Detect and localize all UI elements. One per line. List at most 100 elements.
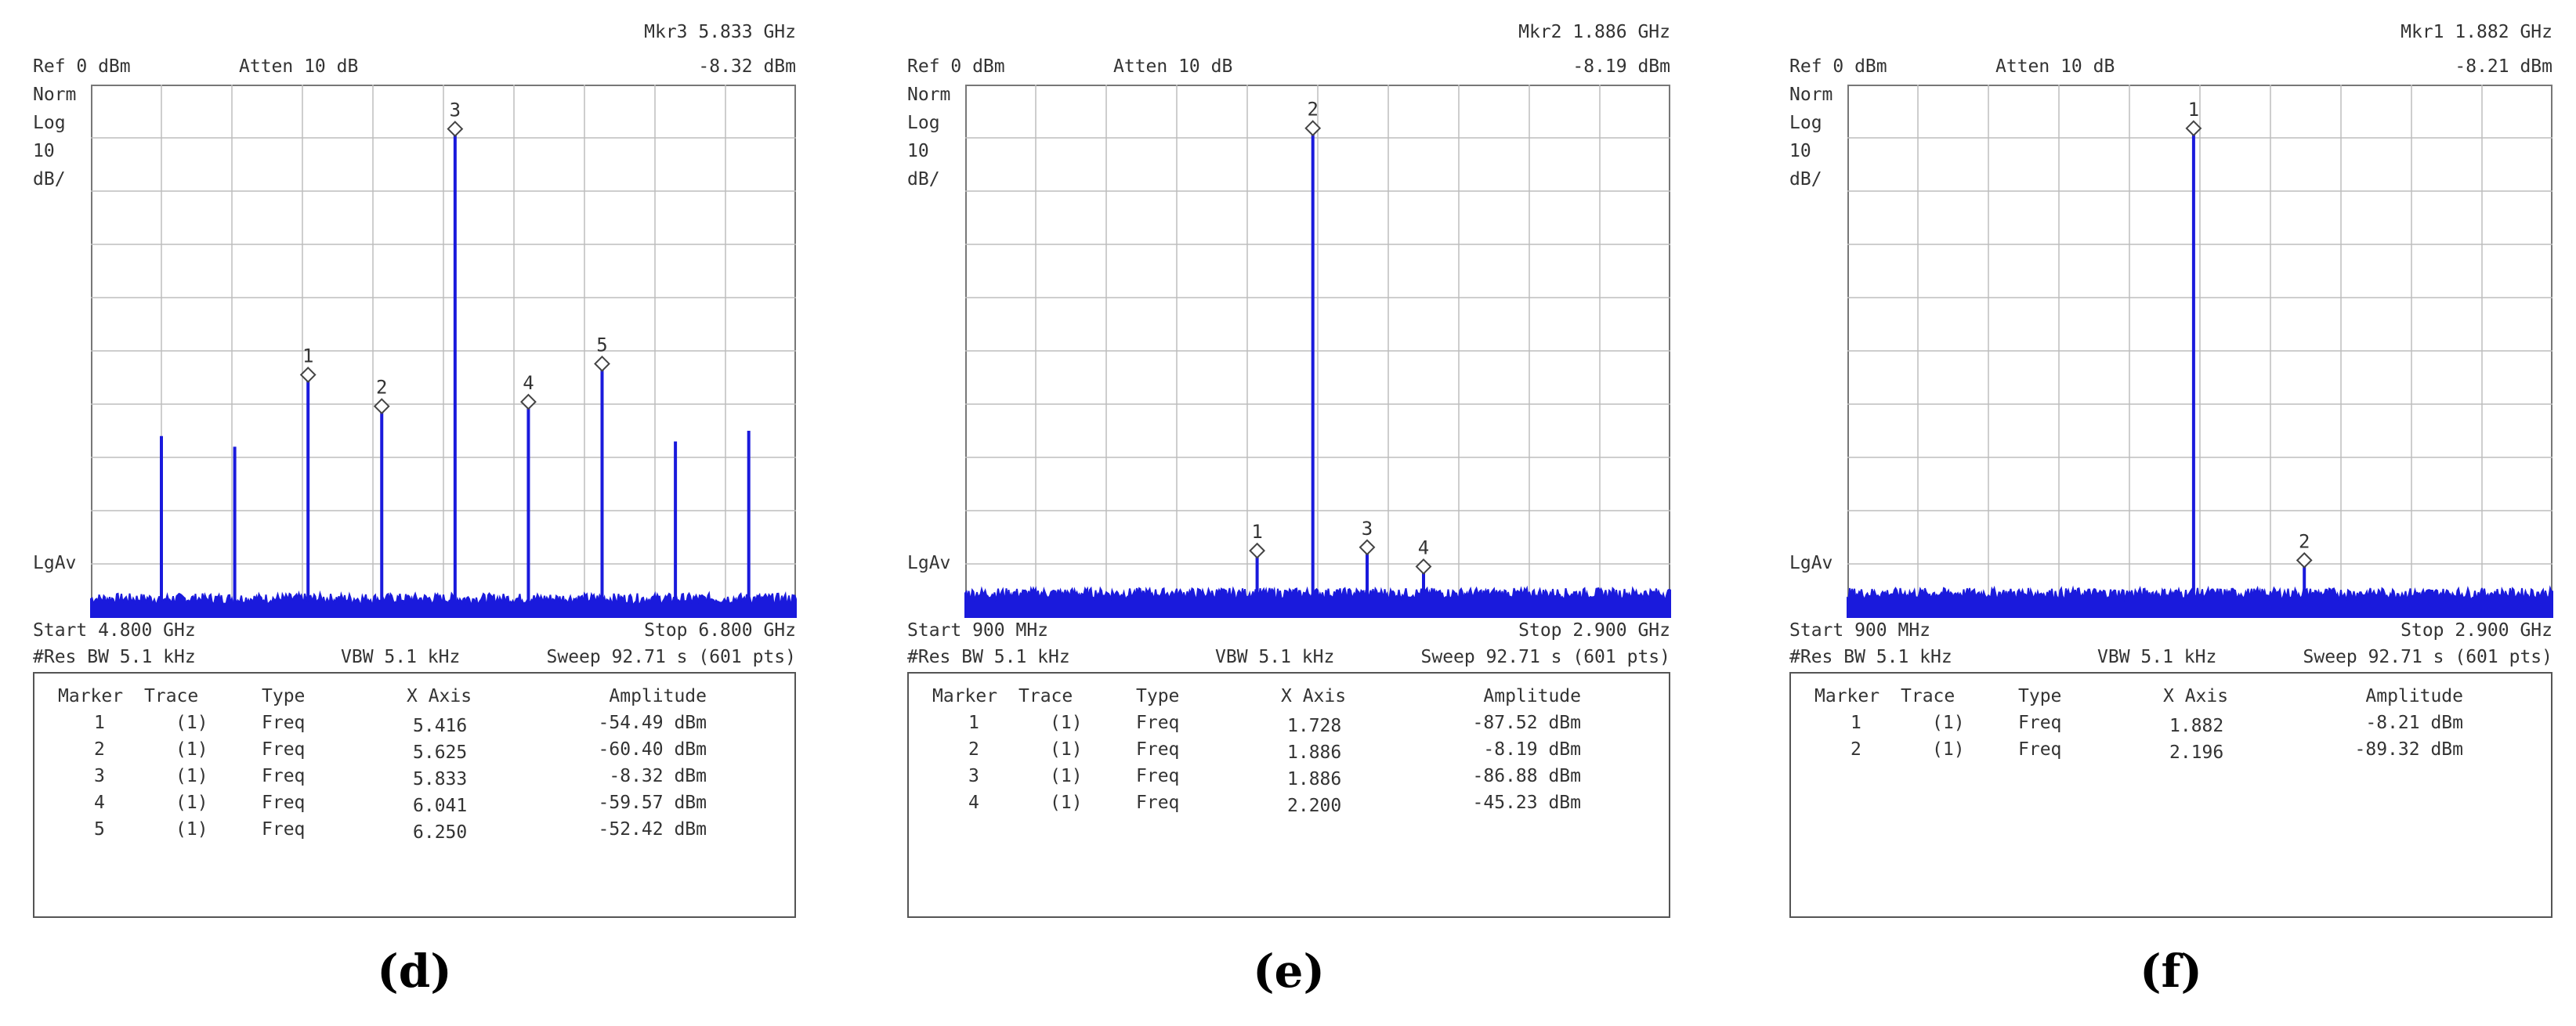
figure-caption: (e)	[1253, 945, 1325, 998]
marker-label: 3	[1362, 518, 1373, 540]
table-cell: 1	[968, 713, 979, 733]
table-cell: 4	[94, 793, 105, 813]
table-cell: 5	[94, 819, 105, 840]
table-cell: -45.23 dBm	[1472, 793, 1581, 813]
table-cell: (1)	[1932, 713, 1965, 733]
table-cell: 4	[968, 793, 979, 813]
attenuation: Atten 10 dB	[1113, 56, 1233, 77]
reference-level: Ref 0 dBm	[907, 56, 1005, 77]
figure-caption: (d)	[377, 945, 452, 998]
marker-readout: Mkr3 5.833 GHz	[644, 22, 796, 42]
table-cell: 3	[968, 766, 979, 786]
table-cell: Freq	[262, 713, 306, 733]
marker-diamond	[594, 356, 610, 372]
marker-amplitude: -8.32 dBm	[698, 56, 796, 77]
table-cell: (1)	[175, 713, 208, 733]
table-cell: 5.833	[413, 769, 468, 789]
resolution-bandwidth: #Res BW 5.1 kHz	[33, 647, 196, 667]
video-bandwidth: VBW 5.1 kHz	[341, 647, 461, 667]
table-cell: (1)	[175, 766, 208, 786]
table-cell: 6.250	[413, 822, 468, 843]
spectrum-plot: 1 2 3 4 5	[90, 85, 797, 618]
table-header: X Axis	[407, 686, 472, 706]
table-cell: Freq	[2018, 713, 2062, 733]
table-header: Trace	[1901, 686, 1956, 706]
table-header: X Axis	[2163, 686, 2229, 706]
start-frequency: Start 4.800 GHz	[33, 620, 196, 641]
table-cell: 5.416	[413, 716, 468, 736]
detector-label: LgAv	[907, 553, 951, 573]
reference-level: Ref 0 dBm	[33, 56, 131, 77]
table-header: X Axis	[1281, 686, 1347, 706]
resolution-bandwidth: #Res BW 5.1 kHz	[1789, 647, 1952, 667]
marker-table: Marker Trace Type X Axis Amplitude 1 (1) Freq 5.…	[33, 672, 796, 918]
video-bandwidth: VBW 5.1 kHz	[1215, 647, 1335, 667]
marker-diamond	[1304, 120, 1322, 137]
marker-table: Marker Trace Type X Axis Amplitude 1 (1) Freq 1.…	[907, 672, 1670, 918]
marker-diamond	[520, 393, 537, 410]
table-cell: (1)	[1050, 713, 1083, 733]
spectrum-panel-e: Mkr2 1.886 GHz Ref 0 dBm Atten 10 dB -8.19 …	[906, 0, 1689, 1026]
table-cell: 1	[94, 713, 105, 733]
marker-diamond	[447, 121, 464, 137]
sweep-time: Sweep 92.71 s (601 pts)	[2303, 647, 2553, 667]
detector-label: LgAv	[1789, 553, 1833, 573]
spectrum-panel-d: Mkr3 5.833 GHz Ref 0 dBm Atten 10 dB -8.32 …	[31, 0, 815, 1026]
marker-label: 1	[2188, 99, 2199, 121]
marker-table: Marker Trace Type X Axis Amplitude 1 (1) Freq 1.…	[1789, 672, 2552, 918]
table-cell: 2	[94, 739, 105, 760]
table-cell: Freq	[1136, 793, 1180, 813]
figure-caption: (f)	[2140, 945, 2202, 998]
table-header: Marker	[1814, 686, 1880, 706]
marker-label: 2	[2299, 530, 2310, 552]
scale-label: 10	[1789, 141, 1811, 161]
table-header: Type	[262, 686, 306, 706]
table-cell: -60.40 dBm	[598, 739, 707, 760]
table-cell: Freq	[1136, 766, 1180, 786]
sweep-time: Sweep 92.71 s (601 pts)	[1420, 647, 1671, 667]
table-cell: 1	[1851, 713, 1861, 733]
detector-label: LgAv	[33, 553, 77, 573]
noise-floor-trace	[964, 585, 1671, 618]
scale-label: dB/	[33, 169, 66, 190]
scale-label: Log	[907, 113, 940, 133]
table-cell: -8.21 dBm	[2365, 713, 2463, 733]
table-cell: 2	[1851, 739, 1861, 760]
table-cell: (1)	[175, 739, 208, 760]
table-cell: (1)	[175, 793, 208, 813]
marker-label: 4	[1418, 536, 1429, 558]
scale-label: dB/	[907, 169, 940, 190]
start-frequency: Start 900 MHz	[907, 620, 1049, 641]
table-cell: -59.57 dBm	[598, 793, 707, 813]
table-header: Amplitude	[1483, 686, 1581, 706]
table-cell: Freq	[262, 819, 306, 840]
table-cell: -54.49 dBm	[598, 713, 707, 733]
table-cell: 6.041	[413, 796, 468, 816]
table-cell: 1.886	[1287, 769, 1342, 789]
table-header: Trace	[144, 686, 199, 706]
table-cell: (1)	[175, 819, 208, 840]
start-frequency: Start 900 MHz	[1789, 620, 1931, 641]
table-cell: 3	[94, 766, 105, 786]
marker-label: 2	[376, 377, 387, 399]
marker-readout: Mkr2 1.886 GHz	[1518, 22, 1670, 42]
attenuation: Atten 10 dB	[239, 56, 359, 77]
table-cell: 1.882	[2169, 716, 2224, 736]
scale-label: Norm	[1789, 85, 1833, 105]
table-cell: Freq	[262, 766, 306, 786]
noise-floor-trace	[1847, 585, 2553, 618]
table-cell: -8.19 dBm	[1483, 739, 1581, 760]
marker-label: 4	[523, 372, 534, 394]
table-header: Type	[2018, 686, 2062, 706]
stop-frequency: Stop 6.800 GHz	[644, 620, 796, 641]
table-cell: Freq	[2018, 739, 2062, 760]
marker-amplitude: -8.19 dBm	[1572, 56, 1670, 77]
table-cell: Freq	[262, 793, 306, 813]
marker-diamond	[1359, 539, 1376, 556]
scale-label: 10	[33, 141, 55, 161]
marker-label: 2	[1307, 99, 1318, 121]
scale-label: Norm	[907, 85, 951, 105]
video-bandwidth: VBW 5.1 kHz	[2097, 647, 2217, 667]
table-cell: Freq	[1136, 713, 1180, 733]
marker-readout: Mkr1 1.882 GHz	[2401, 22, 2552, 42]
